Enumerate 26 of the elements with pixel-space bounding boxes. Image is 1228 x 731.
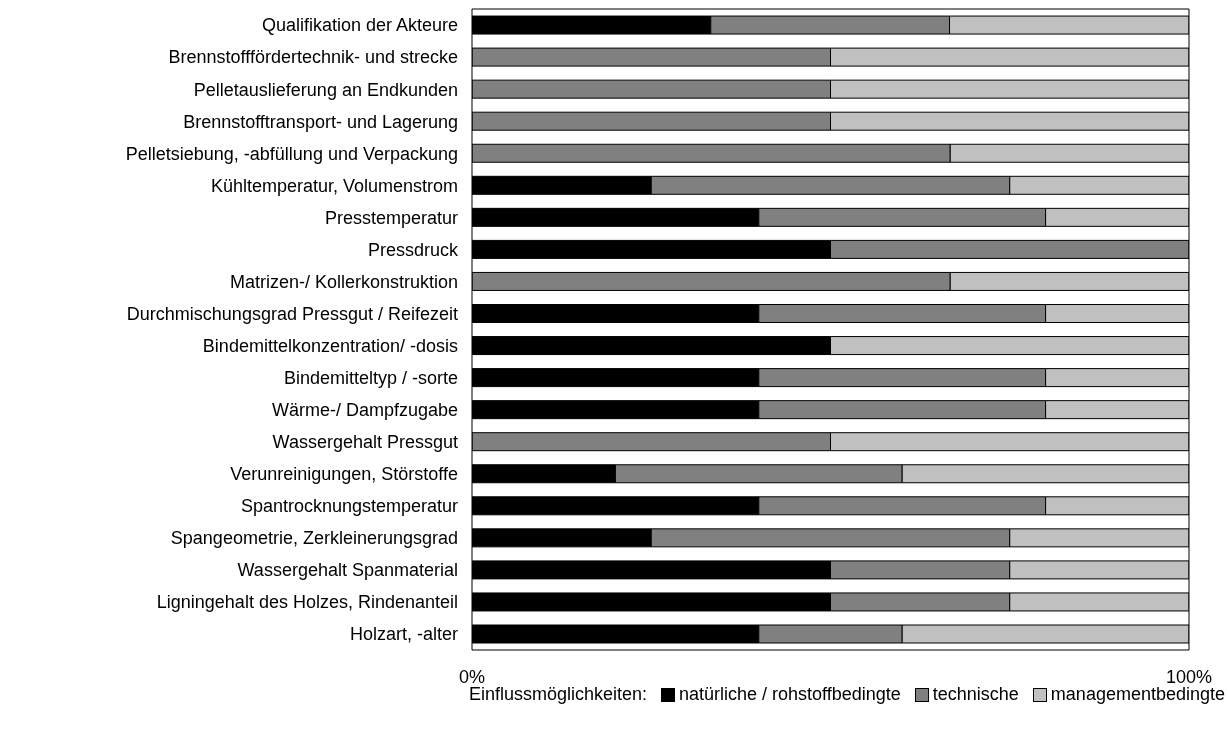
legend-label: natürliche / rohstoffbedingte xyxy=(678,684,901,705)
y-tick-label: Spangeometrie, Zerkleinerungsgrad xyxy=(170,528,458,549)
legend-title: Einflussmöglichkeiten: xyxy=(468,684,647,705)
y-tick-label: Bindemittelkonzentration/ -dosis xyxy=(202,335,458,356)
y-tick-label: Wassergehalt Spanmaterial xyxy=(237,560,458,581)
y-tick-label: Qualifikation der Akteure xyxy=(261,15,458,36)
y-tick-label: Kühltemperatur, Volumenstrom xyxy=(210,175,458,196)
y-tick-label: Presstemperatur xyxy=(324,207,458,228)
y-tick-label: Pressdruck xyxy=(367,239,459,260)
legend-label: technische xyxy=(932,684,1019,705)
y-tick-label: Durchmischungsgrad Pressgut / Reifezeit xyxy=(126,303,458,324)
y-tick-label: Wärme-/ Dampfzugabe xyxy=(271,400,458,421)
y-tick-label: Bindemitteltyp / -sorte xyxy=(283,367,458,388)
y-tick-label: Brennstofffördertechnik- und strecke xyxy=(168,47,458,68)
y-tick-label: Matrizen-/ Kollerkonstruktion xyxy=(229,271,458,292)
y-tick-label: Ligningehalt des Holzes, Rindenanteil xyxy=(156,592,458,613)
x-tick-label: 100% xyxy=(1165,666,1213,687)
y-tick-label: Pelletauslieferung an Endkunden xyxy=(193,79,458,100)
x-tick-label: 0% xyxy=(458,666,486,687)
y-tick-label: Pelletsiebung, -abfüllung und Verpackung xyxy=(125,143,458,164)
y-tick-label: Wassergehalt Pressgut xyxy=(272,432,458,453)
y-tick-label: Verunreinigungen, Störstoffe xyxy=(230,464,458,485)
y-tick-label: Holzart, -alter xyxy=(349,624,458,645)
y-tick-label: Brennstofftransport- und Lagerung xyxy=(183,111,458,132)
y-tick-label: Spantrocknungstemperatur xyxy=(240,496,459,517)
legend-label: managementbedingte xyxy=(1050,684,1225,705)
